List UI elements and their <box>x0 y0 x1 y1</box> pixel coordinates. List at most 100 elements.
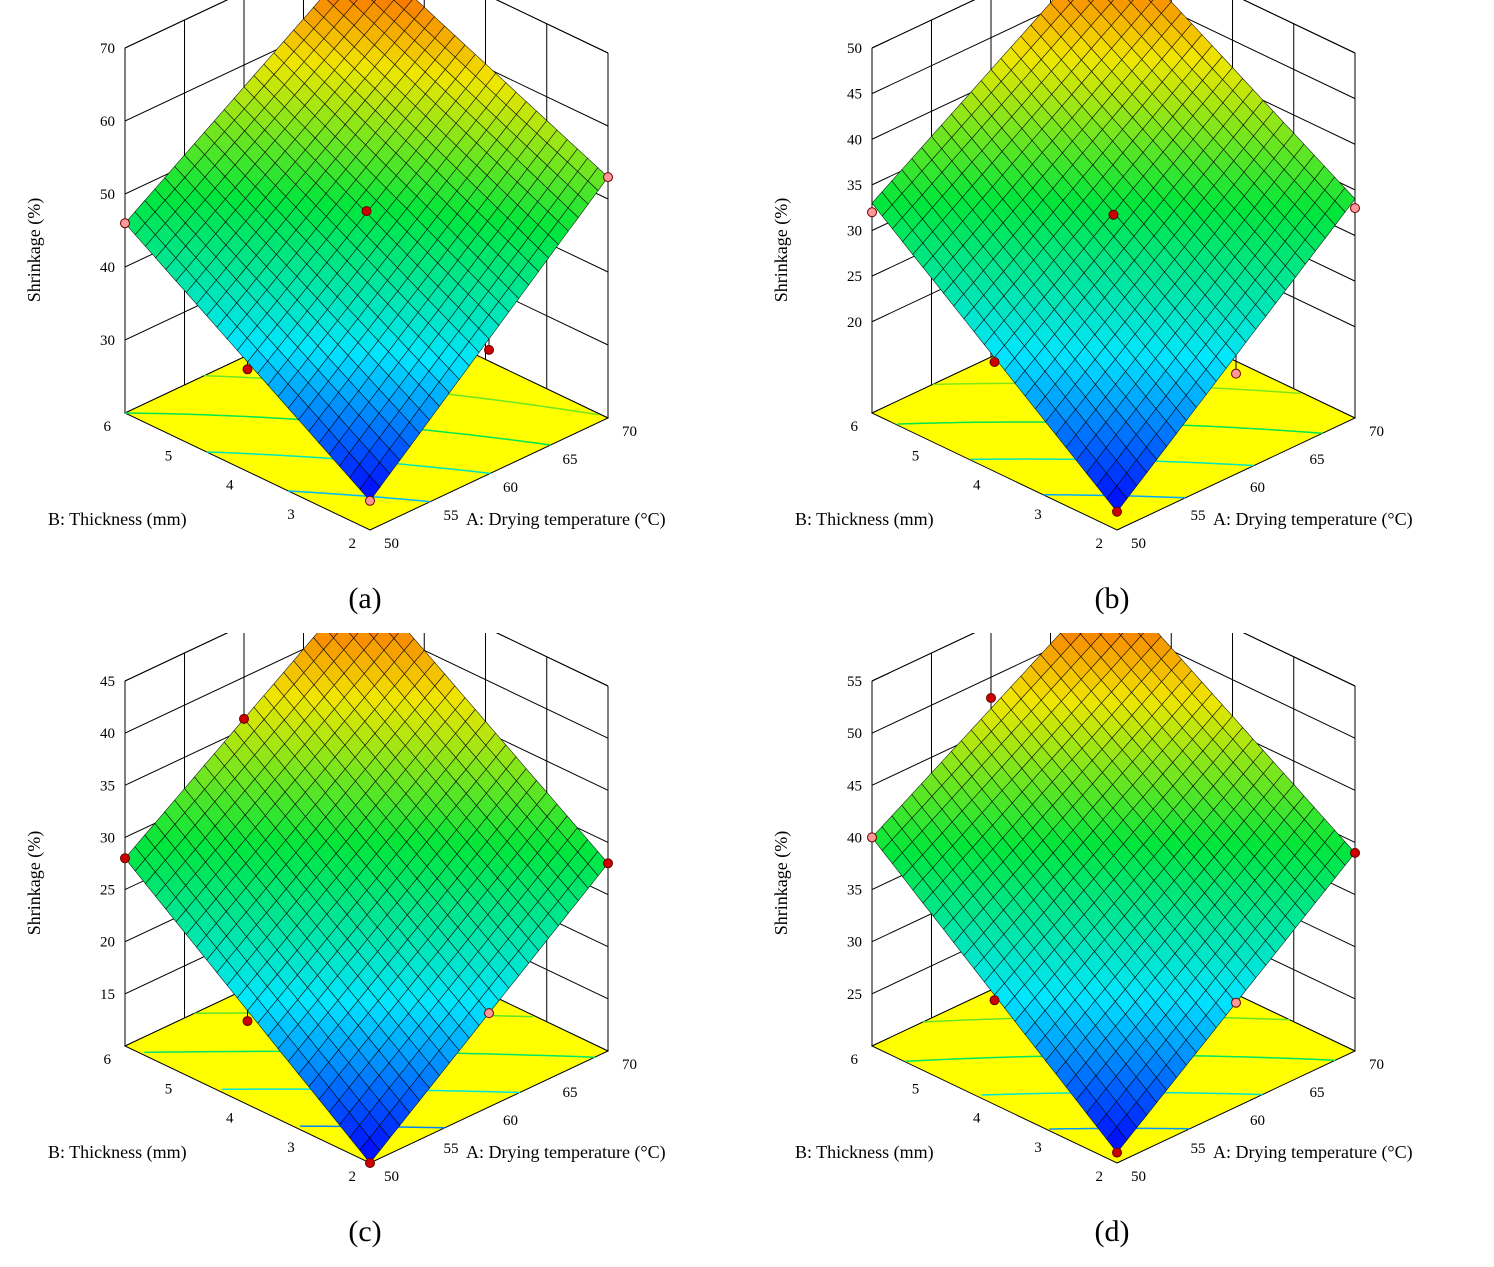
design-point <box>365 495 375 506</box>
z-axis-title: Shrinkage (%) <box>771 198 792 302</box>
surface-cell <box>388 633 399 639</box>
z-tick-label: 70 <box>100 41 115 57</box>
z-tick-label: 25 <box>100 883 115 899</box>
z-tick-label: 45 <box>100 674 115 690</box>
design-points <box>120 713 613 1168</box>
y-tick-label: 6 <box>104 419 112 435</box>
z-tick-label: 40 <box>100 260 115 276</box>
surface-cell <box>1148 0 1154 3</box>
design-point <box>365 1158 375 1168</box>
z-axis-title: Shrinkage (%) <box>771 831 792 935</box>
surface-cell <box>1137 633 1145 637</box>
x-axis-title: A: Drying temperature (°C) <box>466 1142 666 1163</box>
design-point <box>361 206 372 217</box>
z-tick-label: 60 <box>100 114 115 130</box>
y-tick-label: 3 <box>1034 1140 1042 1156</box>
y-axis-title: B: Thickness (mm) <box>48 1142 187 1163</box>
x-tick-label: 65 <box>563 1085 578 1101</box>
panel-d: 25 30 35 40 45 50 55 50 55 60 65 70 2 3 4 5 6 A: Drying t… <box>747 633 1494 1266</box>
surface-plot-a: 30 40 50 60 70 50 55 60 65 70 2 3 4 5 6 A: Drying tempe… <box>24 0 666 615</box>
surface-cell <box>1118 633 1124 636</box>
z-axis-title: Shrinkage (%) <box>24 198 45 302</box>
z-gridline <box>124 0 609 54</box>
panel-caption: (a) <box>348 582 381 615</box>
z-tick-label: 55 <box>847 674 862 690</box>
y-tick-label: 3 <box>1034 507 1042 523</box>
design-point <box>989 995 1000 1006</box>
y-tick-label: 5 <box>165 448 173 464</box>
design-points <box>120 172 613 506</box>
design-points <box>867 693 1360 1158</box>
x-tick-label: 50 <box>384 1169 399 1185</box>
z-tick-label: 25 <box>847 269 862 285</box>
z-gridline <box>124 633 609 687</box>
z-tick-label: 20 <box>847 315 862 331</box>
y-tick-label: 4 <box>973 478 981 494</box>
x-tick-label: 60 <box>503 480 518 496</box>
design-point <box>1231 368 1241 379</box>
design-point <box>242 1016 253 1027</box>
surface-cell <box>1107 0 1114 4</box>
design-point <box>603 858 613 869</box>
design-point <box>1350 203 1360 214</box>
x-tick-label: 60 <box>1250 1113 1265 1129</box>
x-tick-label: 50 <box>1131 1169 1146 1185</box>
x-tick-label: 70 <box>1369 1057 1384 1073</box>
surface-cell <box>359 475 381 502</box>
y-tick-label: 4 <box>226 1111 234 1127</box>
design-points <box>867 199 1360 517</box>
surface-cell <box>327 0 339 7</box>
design-point <box>867 832 877 843</box>
z-tick-label: 25 <box>847 987 862 1003</box>
y-tick-label: 4 <box>226 478 234 494</box>
response-surface <box>871 633 1356 1154</box>
surface-cell <box>1106 485 1128 513</box>
z-tick-label: 35 <box>847 883 862 899</box>
design-point <box>120 853 130 864</box>
z-tick-label: 30 <box>847 224 862 240</box>
design-point <box>484 1008 494 1019</box>
z-tick-label: 35 <box>100 778 115 794</box>
surface-cell <box>368 633 379 639</box>
x-tick-label: 50 <box>384 536 399 552</box>
z-tick-label: 30 <box>100 333 115 349</box>
surface-cell <box>371 0 377 3</box>
design-point <box>120 218 130 229</box>
design-point <box>1350 847 1360 858</box>
x-tick-label: 70 <box>622 424 637 440</box>
response-surface <box>124 633 609 1164</box>
y-tick-label: 5 <box>165 1081 173 1097</box>
design-point <box>484 344 494 355</box>
z-axis-title: Shrinkage (%) <box>24 831 45 935</box>
contour-line <box>288 490 431 503</box>
z-tick-label: 45 <box>847 778 862 794</box>
surface-cell <box>1087 0 1094 4</box>
surface-cell <box>348 633 359 639</box>
x-axis-title: A: Drying temperature (°C) <box>466 509 666 530</box>
z-tick-label: 35 <box>847 178 862 194</box>
y-tick-label: 6 <box>851 1052 859 1068</box>
design-point <box>1112 1147 1122 1158</box>
z-tick-label: 40 <box>100 726 115 742</box>
design-point <box>1112 506 1122 517</box>
design-point <box>1108 209 1119 220</box>
x-tick-label: 55 <box>444 508 459 524</box>
x-tick-label: 60 <box>503 1113 518 1129</box>
x-tick-label: 65 <box>1310 452 1325 468</box>
y-tick-label: 6 <box>104 1052 112 1068</box>
x-tick-label: 55 <box>1191 1141 1206 1157</box>
design-point <box>239 713 249 724</box>
design-point <box>1231 997 1241 1008</box>
z-gridline <box>871 633 1356 687</box>
x-tick-label: 55 <box>444 1141 459 1157</box>
surface-cell <box>1128 0 1134 4</box>
z-tick-label: 45 <box>847 87 862 103</box>
x-tick-label: 70 <box>1369 424 1384 440</box>
y-axis-title: B: Thickness (mm) <box>48 509 187 530</box>
x-tick-label: 55 <box>1191 508 1206 524</box>
x-tick-label: 60 <box>1250 480 1265 496</box>
design-point <box>603 172 613 183</box>
